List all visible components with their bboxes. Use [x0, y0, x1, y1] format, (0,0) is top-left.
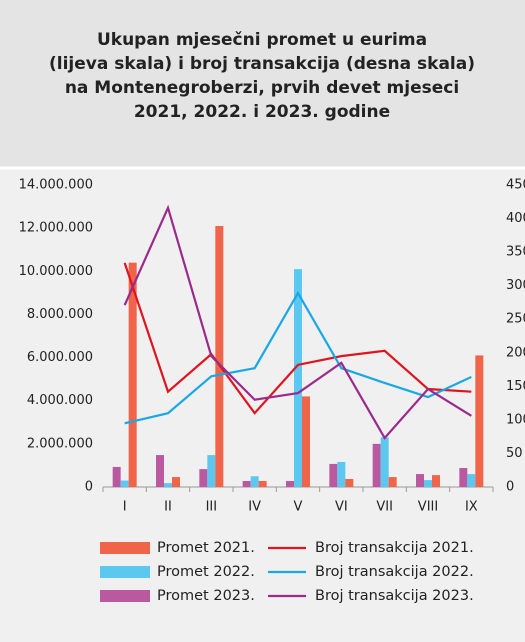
bar	[250, 476, 259, 487]
bar	[372, 443, 381, 487]
y-tick-label: 4.000.000	[27, 393, 93, 408]
x-tick-label: IX	[465, 500, 478, 515]
title-panel	[0, 0, 525, 167]
y2-tick-label: 0	[506, 480, 514, 495]
bar	[128, 262, 137, 487]
legend-swatch	[100, 542, 150, 554]
legend-label: Broj transakcija 2023.	[315, 588, 474, 604]
legend-swatch	[100, 566, 150, 578]
y-tick-label: 10.000.000	[19, 264, 93, 279]
bar	[380, 437, 389, 487]
y-tick-label: 2.000.000	[27, 436, 93, 451]
line-series	[123, 262, 472, 415]
y-tick-label: 6.000.000	[27, 350, 93, 365]
y2-tick-label: 50	[506, 446, 523, 461]
legend-swatch	[100, 590, 150, 602]
x-tick-label: V	[294, 500, 303, 515]
y2-tick-label: 150	[506, 379, 525, 394]
chart-title-line: (lijeva skala) i broj transakcija (desna…	[49, 54, 475, 74]
y-tick-label: 8.000.000	[27, 307, 93, 322]
y2-tick-label: 450	[506, 178, 525, 193]
legend-label: Promet 2021.	[157, 540, 255, 556]
bar	[156, 455, 164, 487]
x-tick-label: III	[206, 500, 218, 515]
bar	[199, 469, 208, 487]
bar	[286, 480, 294, 487]
x-tick-label: II	[164, 500, 172, 515]
legend-label: Promet 2022.	[157, 564, 255, 580]
legend-label: Broj transakcija 2022.	[315, 564, 474, 580]
bar	[172, 477, 180, 487]
bar	[164, 483, 172, 487]
y-tick-label: 0	[85, 480, 93, 495]
bar	[388, 477, 397, 487]
x-tick-label: I	[123, 500, 127, 515]
chart-title-line: na Montenegroberzi, prvih devet mjeseci	[65, 78, 459, 98]
bar	[345, 479, 354, 487]
x-tick-label: IV	[248, 500, 261, 515]
chart-title-line: Ukupan mjesečni promet u eurima	[97, 30, 427, 50]
bar	[302, 396, 310, 487]
legend-label: Promet 2023.	[157, 588, 255, 604]
title: Ukupan mjesečni promet u eurima (lijeva s…	[49, 30, 475, 122]
line-series	[123, 204, 472, 440]
y2-tick-label: 100	[506, 412, 525, 427]
bar	[432, 475, 440, 487]
bar	[459, 468, 468, 487]
x-tick-label: VI	[335, 500, 348, 515]
line-series	[124, 290, 472, 425]
y2-tick-label: 300	[506, 278, 525, 293]
bar	[475, 355, 484, 487]
bar	[112, 466, 121, 487]
y2-tick-label: 350	[506, 245, 525, 260]
bar	[424, 480, 432, 487]
bar	[120, 480, 129, 487]
bar	[294, 269, 302, 487]
y-tick-label: 12.000.000	[19, 221, 93, 236]
bar	[215, 225, 224, 487]
bar	[337, 461, 346, 487]
bar	[207, 455, 216, 487]
legend-label: Broj transakcija 2021.	[315, 540, 474, 556]
x-tick-label: VII	[376, 500, 393, 515]
bar	[258, 480, 267, 487]
x-tick-label: VIII	[418, 500, 438, 515]
y2-tick-label: 400	[506, 211, 525, 226]
bar	[416, 474, 424, 487]
chart-title-line: 2021, 2022. i 2023. godine	[134, 102, 390, 122]
bar	[242, 480, 251, 487]
bar	[467, 474, 476, 487]
y2-tick-label: 250	[506, 312, 525, 327]
y-tick-label: 14.000.000	[19, 178, 93, 193]
y2-tick-label: 200	[506, 345, 525, 360]
bar	[329, 463, 338, 487]
